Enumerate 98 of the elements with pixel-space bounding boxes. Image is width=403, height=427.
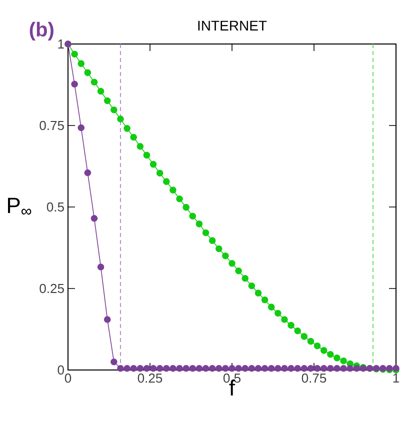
point (71, 50, 78, 58)
point (110, 358, 118, 366)
point (346, 364, 354, 372)
point (320, 364, 328, 372)
point (307, 338, 314, 345)
point (208, 364, 216, 372)
y-tick-label: 0 (58, 365, 64, 375)
point (254, 290, 262, 296)
y-axis-title: P$_{∞}$ (8, 198, 32, 215)
point (202, 364, 210, 372)
point (215, 245, 222, 252)
x-tick-label: 0.25 (138, 374, 162, 383)
point (334, 364, 340, 372)
point (235, 364, 242, 372)
point (242, 274, 249, 282)
point (222, 252, 229, 260)
point (281, 316, 288, 323)
point (150, 160, 157, 168)
point (353, 364, 360, 372)
point (281, 364, 288, 372)
point (254, 364, 262, 372)
point (176, 195, 183, 202)
point (110, 106, 118, 114)
point (130, 364, 137, 372)
point (84, 69, 92, 76)
point (189, 212, 196, 220)
y-tick-label: 0.25 (40, 284, 64, 294)
point (300, 364, 308, 372)
point (189, 364, 196, 372)
point (90, 215, 98, 222)
point (90, 78, 98, 86)
point (176, 364, 183, 372)
point (307, 364, 314, 372)
point (117, 364, 124, 372)
point (196, 220, 203, 228)
point (228, 260, 236, 267)
point (156, 170, 164, 176)
point (300, 333, 308, 340)
point (78, 60, 85, 67)
point (215, 364, 222, 372)
point (163, 364, 170, 372)
point (340, 364, 347, 372)
point (222, 364, 229, 372)
x-tick-label: 1 (393, 374, 399, 382)
x-tick-label: 0 (64, 374, 72, 383)
point (104, 316, 111, 323)
point (208, 237, 216, 244)
point (78, 124, 85, 132)
point (97, 88, 104, 95)
point (156, 364, 164, 372)
point (248, 364, 256, 372)
point (294, 327, 301, 334)
point (340, 357, 347, 364)
y-tick-label: 0.5 (46, 202, 64, 212)
point (261, 296, 268, 304)
point (136, 142, 144, 150)
point (163, 178, 170, 185)
point (327, 350, 334, 358)
point (334, 354, 340, 362)
point (274, 310, 282, 317)
text: (b) (30, 22, 54, 40)
point (268, 364, 275, 372)
point (117, 116, 124, 122)
x-tick-label: 0.75 (302, 374, 326, 383)
point (170, 364, 176, 372)
point (182, 204, 190, 211)
point (314, 342, 321, 350)
point (196, 364, 203, 372)
point (170, 186, 176, 194)
point (288, 322, 294, 329)
point (288, 364, 294, 372)
point (242, 364, 249, 372)
point (235, 267, 242, 274)
point (130, 134, 137, 141)
point (136, 364, 144, 372)
point (274, 364, 282, 372)
point (150, 364, 157, 372)
point (143, 364, 150, 372)
point (71, 80, 78, 88)
point (84, 169, 92, 176)
y-tick-label: 1 (58, 40, 64, 48)
point (327, 364, 334, 372)
point (143, 152, 150, 159)
point (268, 304, 275, 310)
point (124, 364, 130, 372)
point (228, 364, 236, 372)
point (248, 282, 256, 290)
point (97, 264, 104, 270)
point (320, 347, 328, 354)
point (261, 364, 268, 372)
point (314, 364, 321, 372)
point (104, 97, 111, 104)
y-tick-label: 0.75 (40, 120, 64, 130)
point (294, 364, 301, 372)
point (124, 125, 130, 132)
chart-title: INTERNET (198, 20, 267, 30)
point (202, 229, 210, 236)
point (182, 364, 190, 372)
